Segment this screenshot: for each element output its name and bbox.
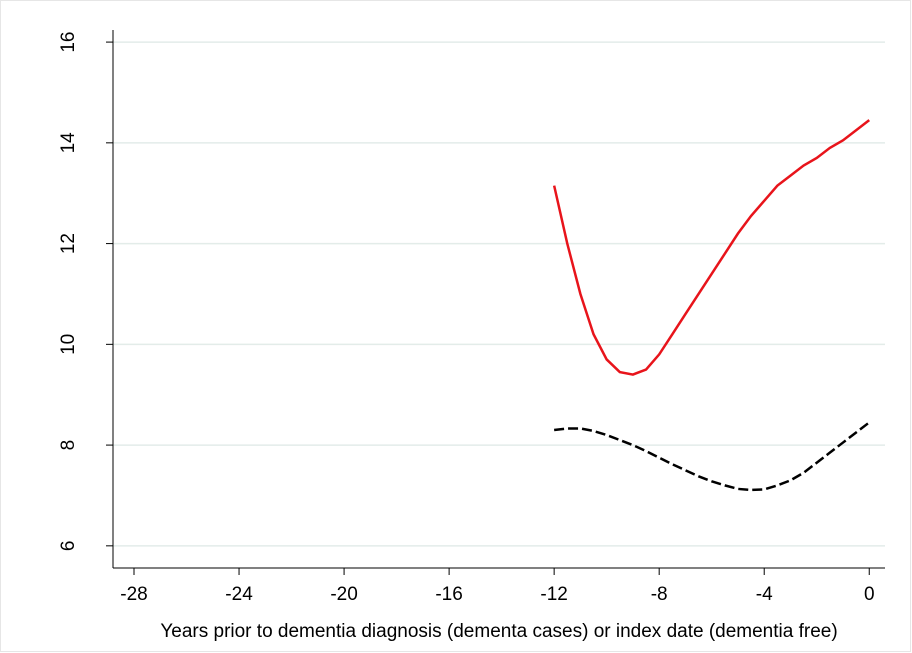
y-tick-label: 16 — [58, 32, 79, 53]
y-tick-label: 10 — [58, 334, 79, 355]
x-tick-label: -24 — [225, 584, 253, 605]
line-series — [552, 119, 871, 376]
line-series — [554, 421, 871, 492]
x-tick-label: -12 — [540, 584, 567, 605]
y-tick-label: 14 — [58, 132, 79, 154]
y-tick-label: 6 — [58, 541, 79, 552]
y-tick-label: 12 — [58, 233, 79, 254]
x-tick-label: 0 — [864, 584, 875, 605]
x-tick-label: -4 — [756, 584, 773, 605]
x-tick-label: -8 — [651, 584, 668, 605]
x-tick-label: -28 — [120, 584, 147, 605]
x-tick-label: -20 — [330, 584, 357, 605]
x-axis-label: Years prior to dementia diagnosis (demen… — [160, 621, 837, 642]
y-tick-label: 8 — [58, 440, 79, 451]
x-tick-label: -16 — [435, 584, 462, 605]
